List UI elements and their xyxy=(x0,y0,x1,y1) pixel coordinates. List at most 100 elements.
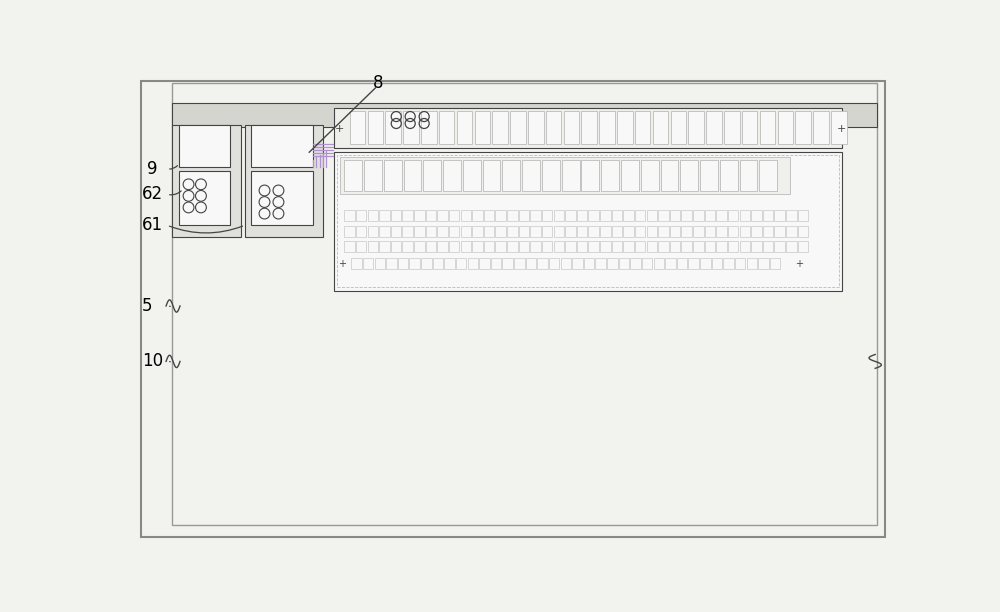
Bar xyxy=(344,241,355,252)
Text: 8: 8 xyxy=(373,73,384,92)
Bar xyxy=(700,160,718,191)
Bar xyxy=(724,111,740,144)
Bar xyxy=(600,241,611,252)
Bar xyxy=(581,111,597,144)
Bar xyxy=(468,258,478,269)
Bar xyxy=(172,125,241,237)
Bar xyxy=(623,241,634,252)
Bar xyxy=(831,111,847,144)
Bar xyxy=(379,211,390,222)
Bar xyxy=(421,111,437,144)
Bar xyxy=(475,111,490,144)
Text: 10: 10 xyxy=(142,353,163,370)
Bar xyxy=(433,258,443,269)
Bar xyxy=(356,226,366,237)
Bar xyxy=(619,258,629,269)
Bar xyxy=(375,258,385,269)
Bar xyxy=(763,226,773,237)
Bar xyxy=(426,241,436,252)
Bar xyxy=(600,226,611,237)
Bar xyxy=(658,211,669,222)
Bar xyxy=(530,211,541,222)
Bar xyxy=(484,241,494,252)
Text: 62: 62 xyxy=(142,185,163,203)
Bar xyxy=(706,111,722,144)
Bar xyxy=(798,226,808,237)
Bar xyxy=(671,111,686,144)
Bar xyxy=(728,211,738,222)
Bar xyxy=(546,111,561,144)
Bar xyxy=(588,226,599,237)
Bar xyxy=(502,160,520,191)
Bar xyxy=(705,241,715,252)
Bar xyxy=(398,258,408,269)
Bar xyxy=(402,226,413,237)
Bar xyxy=(760,111,775,144)
Bar xyxy=(763,211,773,222)
Bar xyxy=(437,211,448,222)
Bar xyxy=(670,211,680,222)
Bar xyxy=(693,241,704,252)
Bar xyxy=(457,111,472,144)
Bar xyxy=(514,258,525,269)
Bar xyxy=(562,160,580,191)
Bar xyxy=(751,241,762,252)
Bar xyxy=(661,160,678,191)
Text: +: + xyxy=(338,259,346,269)
Bar xyxy=(385,111,401,144)
Bar xyxy=(472,226,483,237)
Bar xyxy=(798,241,808,252)
Bar xyxy=(751,211,762,222)
Bar xyxy=(368,111,383,144)
Bar xyxy=(519,241,529,252)
Bar xyxy=(484,226,494,237)
Bar xyxy=(340,157,790,195)
Bar xyxy=(542,226,552,237)
Bar xyxy=(522,160,540,191)
Bar xyxy=(705,211,715,222)
Bar xyxy=(444,258,455,269)
Bar xyxy=(368,226,378,237)
Bar xyxy=(439,111,454,144)
Bar xyxy=(565,211,576,222)
Bar xyxy=(577,226,587,237)
Bar xyxy=(763,241,773,252)
Bar xyxy=(251,125,313,167)
Bar xyxy=(621,160,639,191)
Bar xyxy=(356,211,366,222)
Bar xyxy=(670,226,680,237)
Bar xyxy=(677,258,687,269)
Bar xyxy=(491,258,501,269)
Bar xyxy=(368,211,378,222)
Bar xyxy=(449,226,459,237)
Bar xyxy=(334,108,842,148)
Bar xyxy=(379,226,390,237)
Bar xyxy=(391,241,401,252)
Bar xyxy=(179,171,230,225)
Bar xyxy=(484,211,494,222)
Bar xyxy=(414,241,425,252)
Bar xyxy=(564,111,579,144)
Bar xyxy=(542,160,560,191)
Bar xyxy=(391,226,401,237)
Bar xyxy=(565,226,576,237)
Bar xyxy=(740,226,750,237)
Bar xyxy=(600,211,611,222)
Bar xyxy=(716,226,727,237)
Bar xyxy=(356,241,366,252)
Bar xyxy=(507,241,518,252)
Bar xyxy=(502,258,513,269)
Bar xyxy=(251,171,313,225)
Bar xyxy=(693,211,704,222)
Bar xyxy=(423,160,441,191)
Bar xyxy=(641,160,659,191)
Bar xyxy=(443,160,461,191)
Bar xyxy=(680,160,698,191)
Bar xyxy=(601,160,619,191)
Bar xyxy=(654,258,664,269)
Bar xyxy=(798,211,808,222)
Bar xyxy=(461,211,471,222)
Bar xyxy=(492,111,508,144)
Bar xyxy=(635,241,645,252)
Bar xyxy=(530,226,541,237)
